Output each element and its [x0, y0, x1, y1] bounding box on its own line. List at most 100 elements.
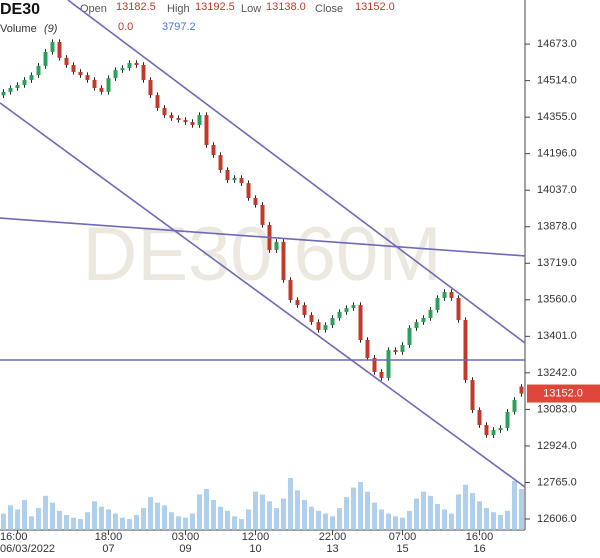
- x-tick-date: 15: [396, 543, 408, 555]
- ohlc-value: 13138.0: [266, 1, 306, 13]
- volume-bar: [477, 501, 482, 530]
- candle-body: [477, 410, 482, 426]
- candle-body: [197, 115, 202, 125]
- volume-bar: [253, 491, 258, 530]
- volume-bar: [316, 510, 321, 530]
- y-tick-label: 14514.0: [537, 75, 577, 87]
- ohlc-value: 13182.5: [116, 1, 156, 13]
- candle-body: [456, 297, 461, 321]
- candle-body: [260, 204, 265, 225]
- candle-body: [43, 51, 48, 66]
- volume-bar: [421, 491, 426, 530]
- volume-bar: [358, 482, 363, 530]
- volume-bar: [400, 517, 405, 530]
- candle-body: [225, 170, 230, 181]
- volume-bar: [281, 498, 286, 530]
- price-marker-label: 13152.0: [543, 387, 583, 399]
- y-tick-label: 14037.0: [537, 184, 577, 196]
- y-tick-label: 13878.0: [537, 221, 577, 233]
- volume-name: Volume: [0, 23, 37, 35]
- volume-bar: [71, 517, 76, 530]
- volume-bar: [428, 495, 433, 530]
- trend-line: [0, 102, 526, 488]
- trend-line: [0, 217, 526, 257]
- candle-body: [449, 291, 454, 298]
- candle-body: [358, 305, 363, 341]
- y-tick-label: 13083.0: [537, 403, 577, 415]
- candle-body: [92, 79, 97, 88]
- volume-bar: [337, 508, 342, 530]
- y-tick-label: 14196.0: [537, 148, 577, 160]
- volume-bar: [407, 510, 412, 530]
- volume-bar: [267, 501, 272, 530]
- candle-body: [71, 65, 76, 72]
- x-tick-label: 12:00: [242, 531, 270, 543]
- y-tick-label: 13401.0: [537, 330, 577, 342]
- candle-body: [274, 241, 279, 250]
- volume-bar: [92, 501, 97, 530]
- candle-body: [442, 291, 447, 298]
- candle-body: [15, 85, 20, 88]
- volume-bar: [78, 519, 83, 530]
- x-tick-date: 16: [473, 543, 485, 555]
- candle-body: [183, 119, 188, 122]
- volume-value: 3797.2: [162, 21, 196, 33]
- candle-body: [386, 350, 391, 378]
- candle-body: [316, 322, 321, 330]
- candle-body: [134, 62, 139, 66]
- candle-body: [400, 345, 405, 352]
- ohlc-name: Low: [241, 3, 261, 15]
- candle-body: [162, 107, 167, 116]
- candle-body: [57, 42, 62, 58]
- volume-bar: [491, 512, 496, 530]
- volume-bar: [232, 516, 237, 530]
- volume-bar: [414, 498, 419, 530]
- candle-body: [169, 115, 174, 119]
- volume-bar: [1, 513, 6, 530]
- candle-body: [302, 305, 307, 315]
- candle-body: [519, 386, 524, 394]
- candle-body: [344, 308, 349, 312]
- volume-bar: [120, 517, 125, 530]
- candle-body: [435, 297, 440, 310]
- volume-bar: [302, 499, 307, 530]
- x-tick-label: 18:00: [95, 531, 123, 543]
- volume-bar: [435, 504, 440, 530]
- volume-bar: [183, 517, 188, 530]
- y-tick-label: 14673.0: [537, 38, 577, 50]
- y-tick-label: 13560.0: [537, 294, 577, 306]
- volume-bar: [127, 519, 132, 530]
- volume-bar: [50, 502, 55, 530]
- candle-body: [351, 305, 356, 309]
- y-tick-label: 13242.0: [537, 367, 577, 379]
- volume-bar: [176, 516, 181, 530]
- volume-bar: [134, 514, 139, 530]
- volume-bar: [169, 512, 174, 530]
- candle-body: [127, 62, 132, 69]
- volume-bar: [449, 513, 454, 530]
- candle-body: [190, 121, 195, 125]
- candle-body: [8, 87, 13, 92]
- volume-bar: [57, 510, 62, 530]
- volume-bar: [155, 502, 160, 530]
- candle-body: [365, 340, 370, 358]
- volume-bar: [113, 513, 118, 530]
- volume-bar: [85, 512, 90, 530]
- candle-body: [148, 79, 153, 96]
- trend-line: [67, 0, 526, 344]
- volume-bar: [379, 509, 384, 530]
- candle-body: [505, 411, 510, 428]
- volume-bar: [365, 491, 370, 530]
- volume-bar: [162, 505, 167, 530]
- volume-bar: [498, 514, 503, 530]
- volume-period: (9): [44, 23, 58, 35]
- x-tick-label: 16:00: [0, 531, 28, 543]
- x-tick-label: 07:00: [389, 531, 417, 543]
- candle-body: [470, 379, 475, 411]
- volume-bar: [99, 506, 104, 530]
- volume-bar: [393, 516, 398, 530]
- volume-bar: [15, 509, 20, 530]
- volume-bar: [239, 519, 244, 530]
- volume-bar: [456, 494, 461, 530]
